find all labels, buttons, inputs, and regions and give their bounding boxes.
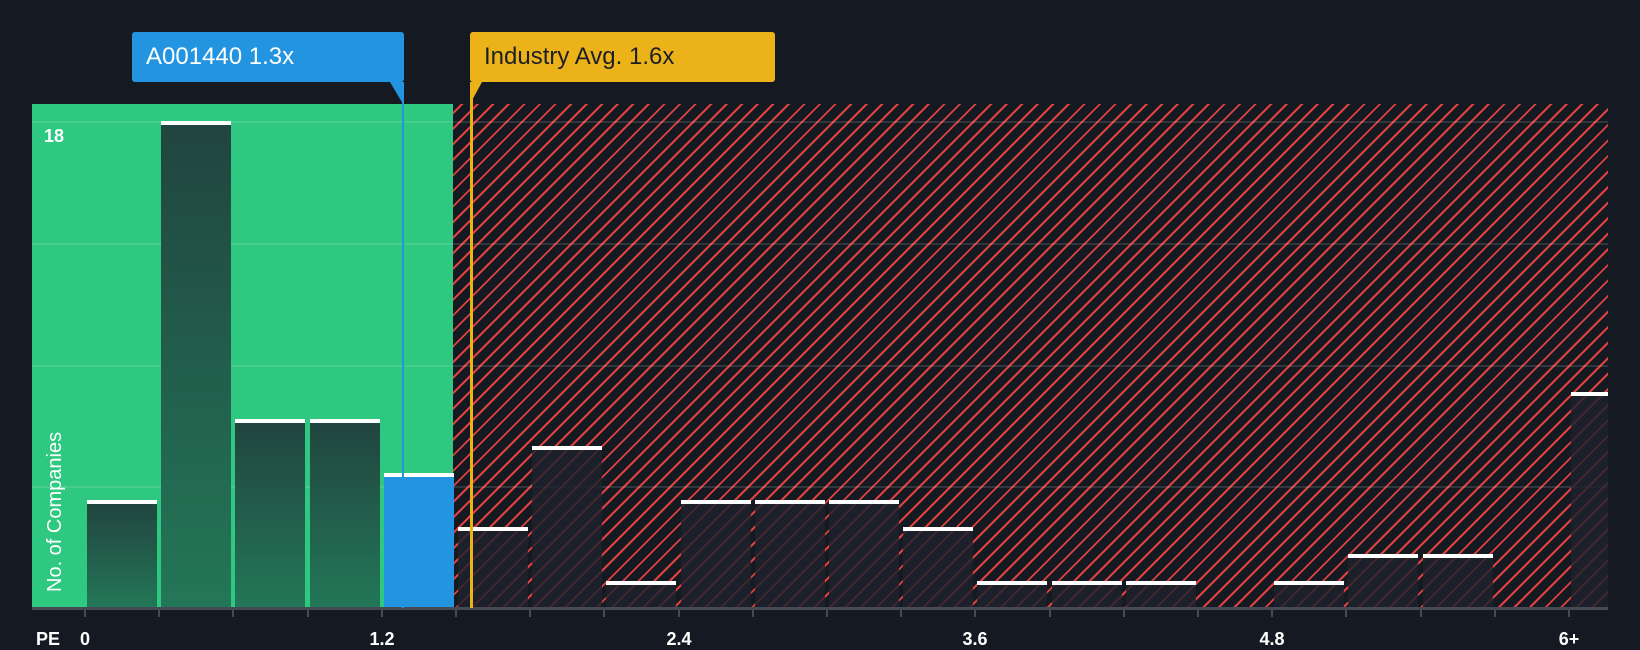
histogram-bar bbox=[1348, 554, 1418, 608]
x-tick bbox=[752, 609, 754, 617]
x-tick bbox=[307, 609, 309, 617]
x-tick-label: 0 bbox=[79, 629, 91, 649]
x-tick bbox=[1420, 609, 1422, 617]
industry-avg-callout-pointer bbox=[470, 82, 482, 104]
x-tick bbox=[1197, 609, 1199, 617]
x-tick bbox=[1271, 609, 1273, 617]
x-axis-line bbox=[32, 607, 1608, 610]
histogram-bar bbox=[1274, 581, 1344, 608]
histogram-bar bbox=[161, 121, 231, 608]
x-tick bbox=[974, 609, 976, 617]
histogram-bar bbox=[532, 446, 602, 608]
histogram-bar bbox=[1571, 392, 1608, 608]
x-tick bbox=[1568, 609, 1570, 617]
histogram-bar bbox=[903, 527, 973, 608]
subject-callout: A001440 1.3x bbox=[132, 32, 404, 82]
x-tick-label: 3.6 bbox=[962, 629, 988, 649]
subject-callout-label: A001440 1.3x bbox=[146, 43, 295, 70]
histogram-bar bbox=[1126, 581, 1196, 608]
x-tick-label: 1.2 bbox=[369, 629, 395, 649]
x-tick bbox=[455, 609, 457, 617]
histogram-bar bbox=[681, 500, 751, 608]
histogram-bar bbox=[235, 419, 305, 608]
x-tick bbox=[84, 609, 86, 617]
histogram-bar bbox=[1423, 554, 1493, 608]
histogram-bar bbox=[310, 419, 380, 608]
industry-avg-callout: Industry Avg. 1.6x bbox=[470, 32, 775, 82]
histogram-bar bbox=[87, 500, 157, 608]
y-axis-title: No. of Companies bbox=[44, 431, 66, 592]
gridline bbox=[32, 243, 1608, 245]
x-tick bbox=[1123, 609, 1125, 617]
x-tick-label: 2.4 bbox=[666, 629, 692, 649]
x-tick bbox=[158, 609, 160, 617]
above-average-region bbox=[453, 104, 1608, 608]
subject-marker-line bbox=[402, 82, 404, 608]
x-tick-label: 4.8 bbox=[1259, 629, 1285, 649]
industry-avg-callout-label: Industry Avg. 1.6x bbox=[484, 43, 675, 70]
gridline bbox=[32, 121, 1608, 123]
histogram-bar bbox=[755, 500, 825, 608]
histogram-bar bbox=[829, 500, 899, 608]
x-axis-title: PE bbox=[36, 629, 61, 649]
y-tick-18: 18 bbox=[44, 126, 65, 146]
x-tick-label: 6+ bbox=[1558, 629, 1580, 649]
x-tick bbox=[603, 609, 605, 617]
x-tick bbox=[232, 609, 234, 617]
industry-avg-marker-line bbox=[470, 82, 473, 608]
x-tick bbox=[678, 609, 680, 617]
gridline bbox=[32, 486, 1608, 488]
x-tick bbox=[826, 609, 828, 617]
subject-callout-pointer bbox=[390, 82, 403, 104]
x-tick bbox=[900, 609, 902, 617]
x-tick bbox=[1494, 609, 1496, 617]
x-tick bbox=[1345, 609, 1347, 617]
histogram-bar bbox=[1052, 581, 1122, 608]
histogram-bar bbox=[458, 527, 528, 608]
histogram-bar bbox=[977, 581, 1047, 608]
histogram-bar bbox=[606, 581, 676, 608]
x-tick bbox=[381, 609, 383, 617]
x-tick bbox=[529, 609, 531, 617]
subject-bin-bar bbox=[384, 473, 454, 608]
x-tick bbox=[1049, 609, 1051, 617]
gridline bbox=[32, 365, 1608, 367]
